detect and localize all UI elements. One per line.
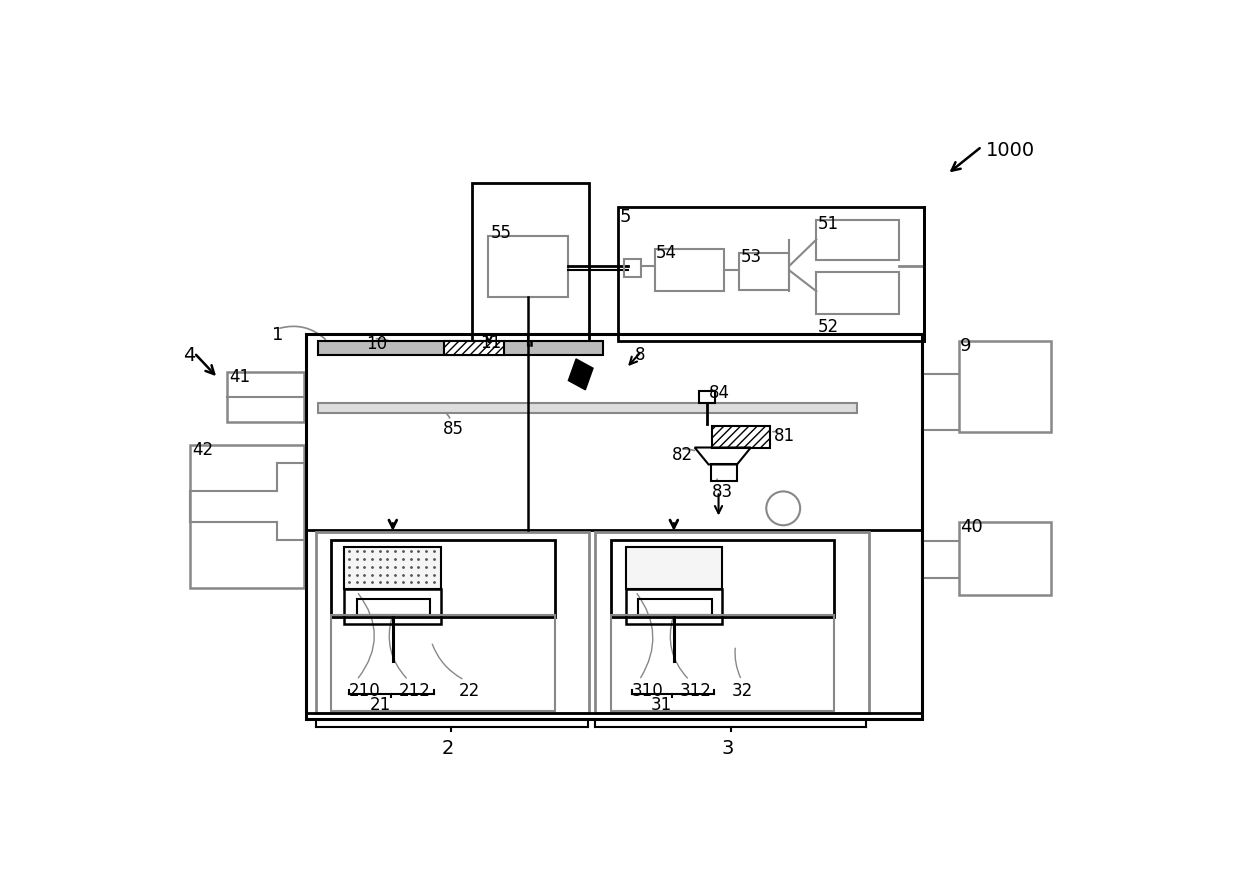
Bar — [316, 533, 590, 713]
Text: 10: 10 — [366, 335, 387, 353]
Bar — [318, 403, 857, 413]
Bar — [712, 426, 771, 448]
Text: 55: 55 — [491, 224, 512, 241]
Bar — [472, 184, 590, 346]
Bar — [227, 373, 305, 423]
Text: 31: 31 — [650, 696, 672, 713]
Text: 22: 22 — [458, 681, 479, 699]
Text: 1: 1 — [271, 325, 284, 343]
Text: 9: 9 — [960, 336, 971, 354]
Bar — [595, 533, 869, 713]
Text: 5: 5 — [620, 207, 632, 225]
Bar — [344, 547, 441, 589]
Text: 83: 83 — [712, 483, 733, 501]
Bar — [611, 540, 834, 617]
Bar — [191, 446, 305, 588]
Bar — [344, 589, 441, 624]
Bar — [711, 465, 737, 482]
Bar — [623, 259, 641, 278]
Text: 11: 11 — [479, 333, 501, 351]
Text: 42: 42 — [192, 441, 213, 459]
Bar — [611, 615, 834, 711]
Bar — [331, 540, 555, 617]
Bar — [445, 342, 504, 356]
Text: 4: 4 — [183, 346, 196, 365]
Bar — [638, 600, 711, 615]
Text: 210: 210 — [349, 681, 380, 699]
Text: 53: 53 — [741, 248, 762, 266]
Text: 21: 21 — [369, 696, 392, 713]
Bar — [654, 249, 724, 291]
Text: 52: 52 — [818, 317, 839, 335]
Text: 84: 84 — [709, 384, 730, 401]
Bar — [740, 253, 789, 291]
Polygon shape — [569, 359, 593, 391]
Bar — [959, 342, 1051, 433]
Text: 82: 82 — [673, 446, 694, 464]
Bar — [959, 523, 1051, 595]
Text: 32: 32 — [731, 681, 753, 699]
Text: 212: 212 — [399, 681, 431, 699]
Text: 40: 40 — [960, 518, 983, 536]
Bar — [331, 615, 555, 711]
Bar — [357, 600, 430, 615]
Text: 81: 81 — [774, 426, 795, 444]
Bar — [817, 273, 900, 315]
Bar — [626, 547, 722, 589]
Bar — [626, 589, 722, 624]
Text: 51: 51 — [818, 215, 839, 233]
Text: 85: 85 — [442, 419, 463, 437]
Text: 54: 54 — [657, 244, 678, 262]
Bar — [487, 237, 569, 298]
Text: 41: 41 — [229, 367, 250, 385]
Bar — [699, 392, 715, 403]
Text: 310: 310 — [632, 681, 663, 699]
Bar — [817, 221, 900, 261]
Bar — [618, 207, 924, 342]
Text: 2: 2 — [441, 738, 453, 757]
Bar — [306, 334, 922, 719]
Text: 8: 8 — [636, 346, 646, 364]
Bar — [318, 342, 603, 356]
Text: 312: 312 — [680, 681, 712, 699]
Text: 1000: 1000 — [986, 140, 1035, 159]
Text: 3: 3 — [721, 738, 733, 757]
